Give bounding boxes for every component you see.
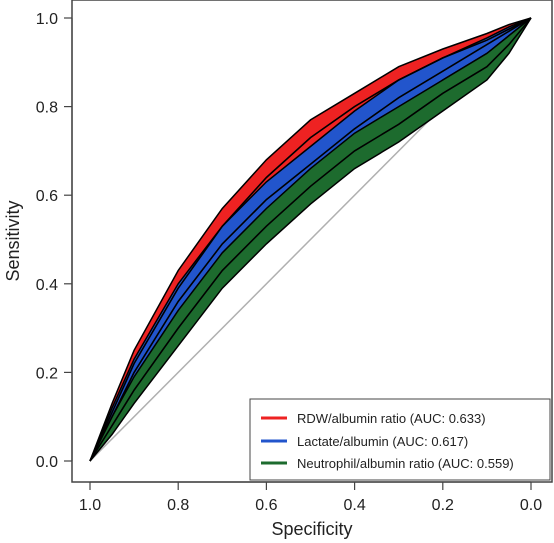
y-tick-label: 0.8: [36, 100, 58, 117]
x-tick-label: 0.8: [167, 497, 189, 514]
legend-label-series-1: Lactate/albumin (AUC: 0.617): [297, 434, 468, 449]
legend-label-series-2: Neutrophil/albumin ratio (AUC: 0.559): [297, 456, 514, 471]
y-tick-label: 0.4: [36, 277, 58, 294]
legend: RDW/albumin ratio (AUC: 0.633) Lactate/al…: [249, 398, 551, 481]
x-tick-label: 0.6: [255, 497, 277, 514]
legend-box: [249, 398, 551, 481]
x-tick-label: 0.2: [432, 497, 454, 514]
x-tick-label: 0.0: [520, 497, 542, 514]
y-tick-label: 0.0: [36, 454, 58, 471]
x-axis-title: Specificity: [271, 519, 352, 539]
y-axis: 0.0 0.2 0.4 0.6 0.8 1.0: [36, 11, 73, 471]
series-layer: [89, 17, 532, 462]
legend-label-series-0: RDW/albumin ratio (AUC: 0.633): [297, 411, 486, 426]
x-tick-label: 1.0: [79, 497, 101, 514]
x-axis: 1.0 0.8 0.6 0.4 0.2 0.0: [79, 481, 542, 514]
roc-line-series-2: [89, 17, 532, 462]
y-tick-label: 1.0: [36, 11, 58, 28]
y-tick-label: 0.2: [36, 365, 58, 382]
roc-line-series-1: [89, 17, 532, 462]
x-tick-label: 0.4: [343, 497, 365, 514]
roc-line-series-0: [89, 17, 532, 462]
y-axis-title: Sensitivity: [3, 200, 23, 281]
y-tick-label: 0.6: [36, 188, 58, 205]
